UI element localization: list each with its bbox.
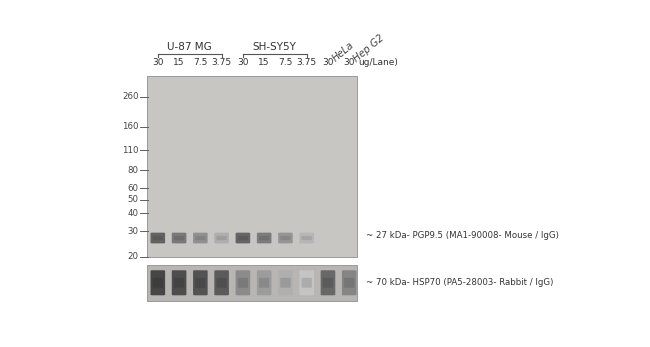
Text: 160: 160 — [122, 122, 138, 132]
Text: 50: 50 — [127, 195, 138, 204]
FancyBboxPatch shape — [216, 236, 227, 240]
Text: ~ 27 kDa- PGP9.5 (MA1-90008- Mouse / IgG): ~ 27 kDa- PGP9.5 (MA1-90008- Mouse / IgG… — [367, 231, 559, 240]
Text: HeLa: HeLa — [330, 40, 356, 64]
Text: ~ 70 kDa- HSP70 (PA5-28003- Rabbit / IgG): ~ 70 kDa- HSP70 (PA5-28003- Rabbit / IgG… — [367, 278, 554, 287]
FancyBboxPatch shape — [302, 278, 312, 288]
FancyBboxPatch shape — [172, 232, 187, 243]
Text: Hep G2: Hep G2 — [352, 33, 386, 64]
FancyBboxPatch shape — [300, 270, 314, 295]
Text: ug/Lane): ug/Lane) — [358, 58, 398, 67]
FancyBboxPatch shape — [195, 278, 205, 288]
Text: 15: 15 — [174, 58, 185, 67]
Text: 3.75: 3.75 — [211, 58, 231, 67]
FancyBboxPatch shape — [323, 278, 333, 288]
Text: U-87 MG: U-87 MG — [167, 42, 212, 51]
Text: 40: 40 — [127, 209, 138, 218]
Text: 80: 80 — [127, 166, 138, 175]
Text: 260: 260 — [122, 92, 138, 101]
Bar — [147, 265, 358, 301]
FancyBboxPatch shape — [257, 232, 272, 243]
FancyBboxPatch shape — [300, 232, 314, 243]
FancyBboxPatch shape — [280, 278, 291, 288]
FancyBboxPatch shape — [151, 270, 165, 295]
Text: 60: 60 — [127, 184, 138, 193]
FancyBboxPatch shape — [342, 270, 357, 295]
FancyBboxPatch shape — [214, 232, 229, 243]
Text: 7.5: 7.5 — [193, 58, 207, 67]
FancyBboxPatch shape — [193, 232, 207, 243]
Text: 30: 30 — [343, 58, 355, 67]
FancyBboxPatch shape — [193, 270, 207, 295]
FancyBboxPatch shape — [344, 278, 354, 288]
FancyBboxPatch shape — [278, 232, 292, 243]
FancyBboxPatch shape — [259, 278, 269, 288]
FancyBboxPatch shape — [238, 278, 248, 288]
Text: SH-SY5Y: SH-SY5Y — [253, 42, 297, 51]
Bar — [147, 76, 358, 257]
FancyBboxPatch shape — [257, 270, 272, 295]
FancyBboxPatch shape — [259, 236, 269, 240]
Text: 30: 30 — [127, 227, 138, 236]
FancyBboxPatch shape — [151, 232, 165, 243]
Text: 3.75: 3.75 — [296, 58, 317, 67]
FancyBboxPatch shape — [174, 278, 184, 288]
FancyBboxPatch shape — [214, 270, 229, 295]
FancyBboxPatch shape — [195, 236, 205, 240]
Text: 7.5: 7.5 — [278, 58, 292, 67]
Text: 30: 30 — [322, 58, 333, 67]
Text: 30: 30 — [152, 58, 164, 67]
FancyBboxPatch shape — [278, 270, 292, 295]
FancyBboxPatch shape — [153, 278, 163, 288]
FancyBboxPatch shape — [174, 236, 184, 240]
FancyBboxPatch shape — [302, 236, 312, 240]
FancyBboxPatch shape — [216, 278, 227, 288]
FancyBboxPatch shape — [172, 270, 187, 295]
FancyBboxPatch shape — [280, 236, 291, 240]
FancyBboxPatch shape — [238, 236, 248, 240]
Text: 15: 15 — [259, 58, 270, 67]
FancyBboxPatch shape — [320, 270, 335, 295]
Text: 30: 30 — [237, 58, 249, 67]
FancyBboxPatch shape — [235, 232, 250, 243]
Text: 20: 20 — [127, 252, 138, 261]
Text: 110: 110 — [122, 146, 138, 155]
FancyBboxPatch shape — [153, 236, 163, 240]
FancyBboxPatch shape — [235, 270, 250, 295]
